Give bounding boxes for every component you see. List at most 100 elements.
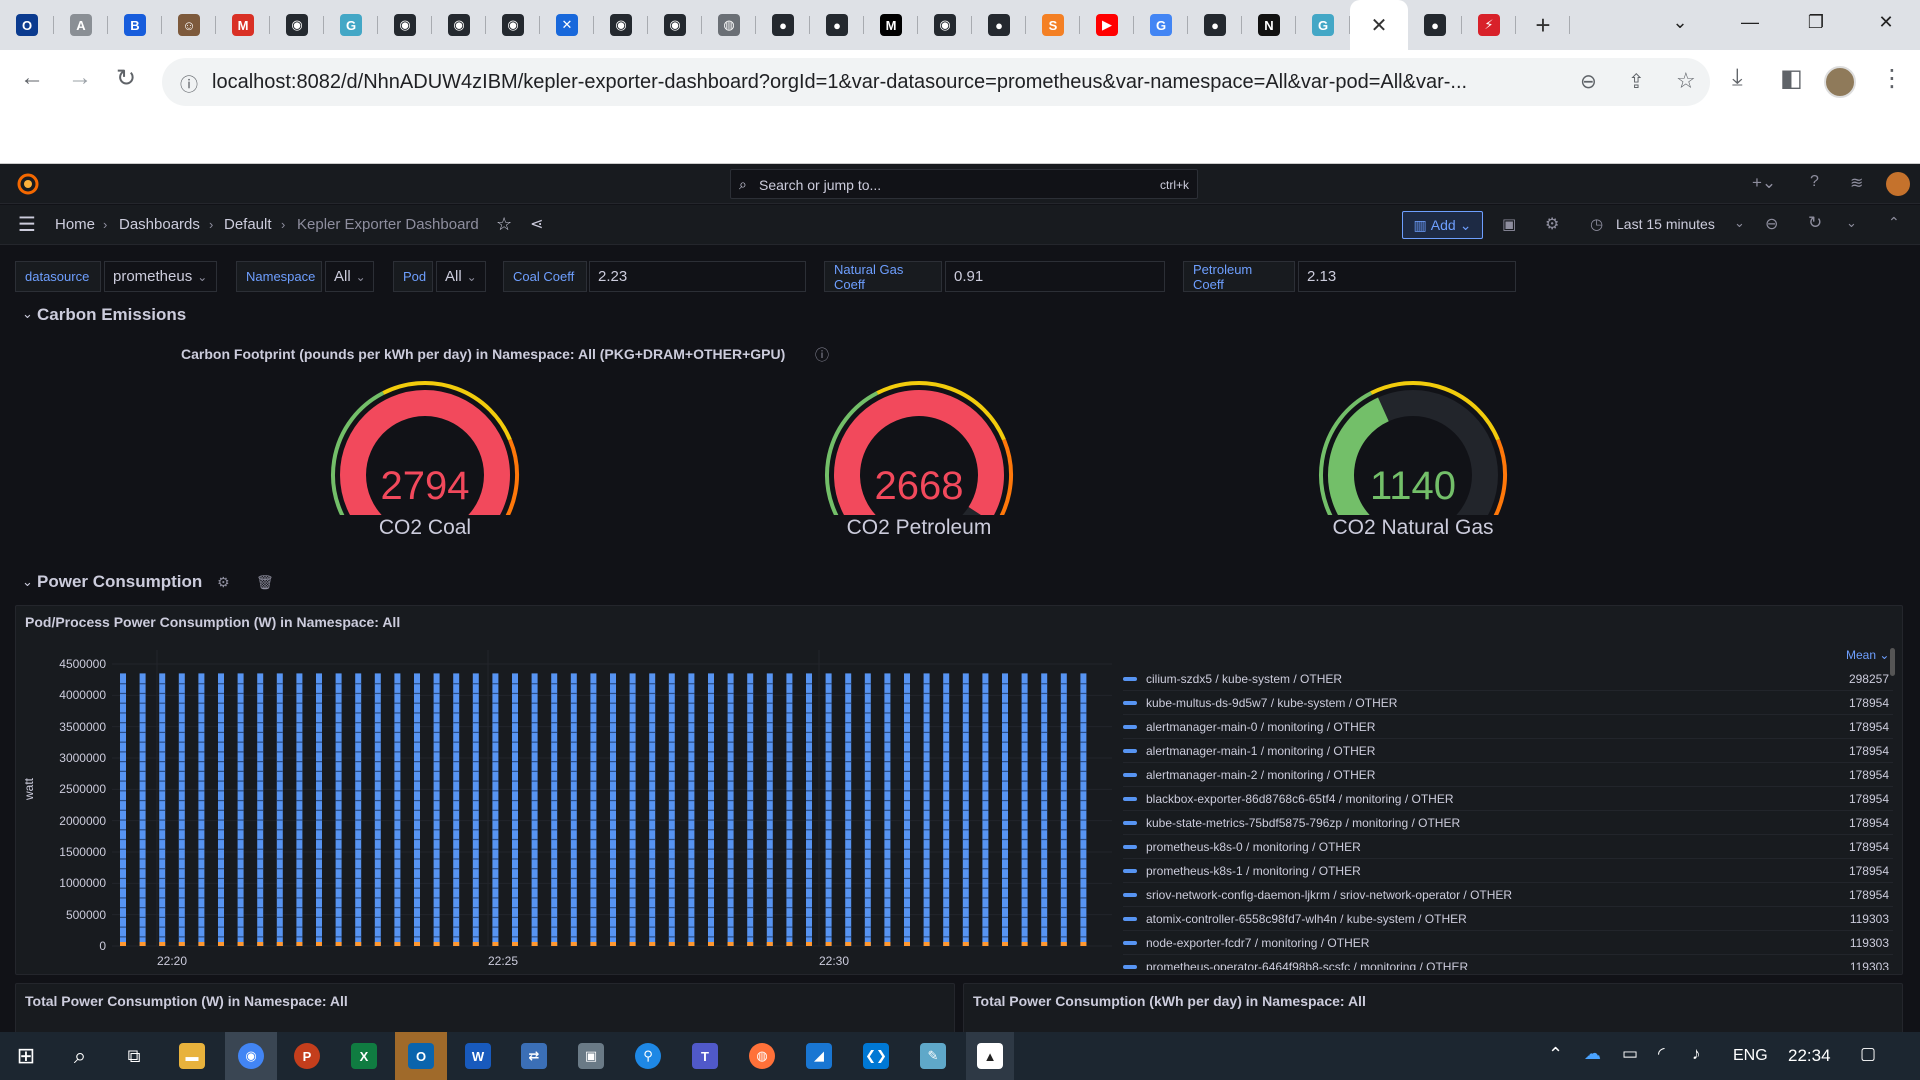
browser-tab[interactable]: B [108,0,162,50]
wifi-icon[interactable]: ◜ [1658,1044,1665,1063]
taskbar-word[interactable]: W [454,1032,502,1080]
reload-icon[interactable]: ↻ [116,65,137,92]
datasource-select[interactable]: prometheus ⌄ [104,261,217,292]
browser-tab-active[interactable]: ✕ [1350,0,1408,50]
share-icon[interactable]: ⇪ [1628,71,1645,93]
search-input[interactable]: ⌕ Search or jump to... ctrl+k [730,169,1198,199]
download-icon[interactable]: ⤓ [1732,64,1743,91]
browser-tab[interactable]: M [864,0,918,50]
legend-item[interactable]: alertmanager-main-0 / monitoring / OTHER… [1123,715,1893,739]
namespace-select[interactable]: All ⌄ [325,261,374,292]
row-settings-gear-icon[interactable]: ⚙ [217,574,230,590]
user-avatar[interactable] [1886,172,1910,196]
taskbar-photos[interactable]: ▲ [966,1032,1014,1080]
taskbar-vscode[interactable]: ❮❯ [852,1032,900,1080]
forward-icon[interactable]: → [68,64,92,91]
task-view-button[interactable]: ⧉ [110,1032,158,1080]
site-info-icon[interactable]: ⓘ [180,75,198,95]
legend-item[interactable]: atomix-controller-6558c98fd7-wlh4n / kub… [1123,907,1893,931]
share-dashboard-icon[interactable]: ⋖ [530,216,544,233]
taskbar-chrome[interactable]: ◉ [225,1032,277,1080]
battery-icon[interactable]: ▭ [1622,1044,1639,1063]
taskbar-edge-app[interactable]: ◢ [795,1032,843,1080]
row-collapse-chevron-icon[interactable]: ⌄ [22,306,33,321]
legend-item[interactable]: kube-state-metrics-75bdf5875-796zp / mon… [1123,811,1893,835]
browser-tab[interactable]: ◉ [918,0,972,50]
minimize-icon[interactable]: — [1741,11,1759,32]
new-tab-button[interactable]: + [1516,0,1570,50]
browser-tab[interactable]: ▶ [1080,0,1134,50]
notification-center-icon[interactable]: ▢ [1860,1044,1877,1063]
collapse-chevron-up-icon[interactable]: ⌃ [1888,214,1900,230]
taskbar-file-explorer[interactable]: ▬ [168,1032,216,1080]
taskbar-outlook[interactable]: O [395,1032,447,1080]
favorite-star-icon[interactable]: ☆ [496,214,513,234]
chevron-down-icon[interactable]: ⌄ [1734,215,1745,230]
settings-gear-icon[interactable]: ⚙ [1545,216,1560,233]
chrome-menu-icon[interactable]: ⋮ [1880,65,1904,92]
time-range-picker[interactable]: Last 15 minutes [1616,216,1715,232]
coal-coeff-input[interactable]: 2.23 [589,261,806,292]
breadcrumb-default[interactable]: Default [224,216,272,233]
browser-tab[interactable]: ● [810,0,864,50]
add-button[interactable]: ▥ Add ⌄ [1402,211,1483,239]
close-tab-icon[interactable]: ✕ [1370,14,1388,37]
help-icon[interactable]: ? [1810,173,1819,190]
legend-item[interactable]: alertmanager-main-1 / monitoring / OTHER… [1123,739,1893,763]
legend-item[interactable]: prometheus-k8s-1 / monitoring / OTHER 178… [1123,859,1893,883]
clock-time[interactable]: 22:34 [1788,1046,1831,1065]
tray-overflow-chevron-icon[interactable]: ⌃ [1548,1044,1564,1064]
save-dashboard-icon[interactable]: ▣ [1502,216,1517,233]
browser-tab[interactable]: ◉ [648,0,702,50]
legend-item[interactable]: node-exporter-fcdr7 / monitoring / OTHER… [1123,931,1893,955]
legend-item[interactable]: cilium-szdx5 / kube-system / OTHER 298257 [1123,667,1893,691]
browser-tab[interactable]: ✕ [540,0,594,50]
breadcrumb-dashboards[interactable]: Dashboards [119,216,200,233]
browser-tab[interactable]: ● [1188,0,1242,50]
legend-sort-mean-header[interactable]: Mean ⌄ [1846,648,1890,662]
omnibox[interactable]: ⓘ localhost:8082/d/NhnADUW4zIBM/kepler-e… [162,58,1710,106]
browser-tab[interactable]: ◍ [702,0,756,50]
browser-tab[interactable]: ◉ [432,0,486,50]
row-title-power-consumption[interactable]: Power Consumption [37,572,203,591]
refresh-icon[interactable]: ↻ [1808,213,1823,232]
onedrive-icon[interactable]: ☁ [1584,1044,1601,1063]
taskbar-excel[interactable]: X [340,1032,388,1080]
breadcrumb-home[interactable]: Home [55,216,96,233]
browser-tab[interactable]: ● [1408,0,1462,50]
browser-tab[interactable]: S [1026,0,1080,50]
browser-tab[interactable]: ● [756,0,810,50]
taskbar-network-app[interactable]: ⇄ [510,1032,558,1080]
grafana-logo-icon[interactable] [16,172,40,196]
legend-item[interactable]: sriov-network-config-daemon-ljkrm / srio… [1123,883,1893,907]
browser-tab[interactable]: G [1296,0,1350,50]
panel-info-icon[interactable]: ⓘ [815,347,829,363]
tab-search-icon[interactable]: ⌄ [1672,11,1688,32]
taskbar-firefox[interactable]: ◍ [738,1032,786,1080]
legend-item[interactable]: prometheus-k8s-0 / monitoring / OTHER 178… [1123,835,1893,859]
row-collapse-chevron-icon[interactable]: ⌄ [22,574,33,589]
back-icon[interactable]: ← [20,64,44,91]
row-delete-trash-icon[interactable]: 🗑 [256,574,274,590]
bookmark-star-icon[interactable]: ☆ [1676,68,1696,93]
restore-icon[interactable]: ❐ [1807,11,1825,32]
browser-tab[interactable]: N [1242,0,1296,50]
taskbar-notepad[interactable]: ✎ [909,1032,957,1080]
browser-tab[interactable]: G [1134,0,1188,50]
legend-item[interactable]: kube-multus-ds-9d5w7 / kube-system / OTH… [1123,691,1893,715]
profile-avatar[interactable] [1824,66,1856,98]
browser-tab[interactable]: A [54,0,108,50]
browser-tab[interactable]: ● [972,0,1026,50]
language-indicator[interactable]: ENG [1733,1047,1768,1064]
pod-select[interactable]: All ⌄ [436,261,486,292]
new-plus-icon[interactable]: +⌄ [1752,173,1777,192]
browser-tab[interactable]: O [0,0,54,50]
natural-gas-coeff-input[interactable]: 0.91 [945,261,1165,292]
browser-tab[interactable]: ⚡ [1462,0,1516,50]
refresh-interval-chevron-icon[interactable]: ⌄ [1846,215,1857,230]
browser-tab[interactable]: ◉ [486,0,540,50]
taskbar-teams[interactable]: T [681,1032,729,1080]
zoom-icon[interactable]: ⊖ [1580,71,1597,93]
legend-item[interactable]: alertmanager-main-2 / monitoring / OTHER… [1123,763,1893,787]
browser-tab[interactable]: ◉ [378,0,432,50]
